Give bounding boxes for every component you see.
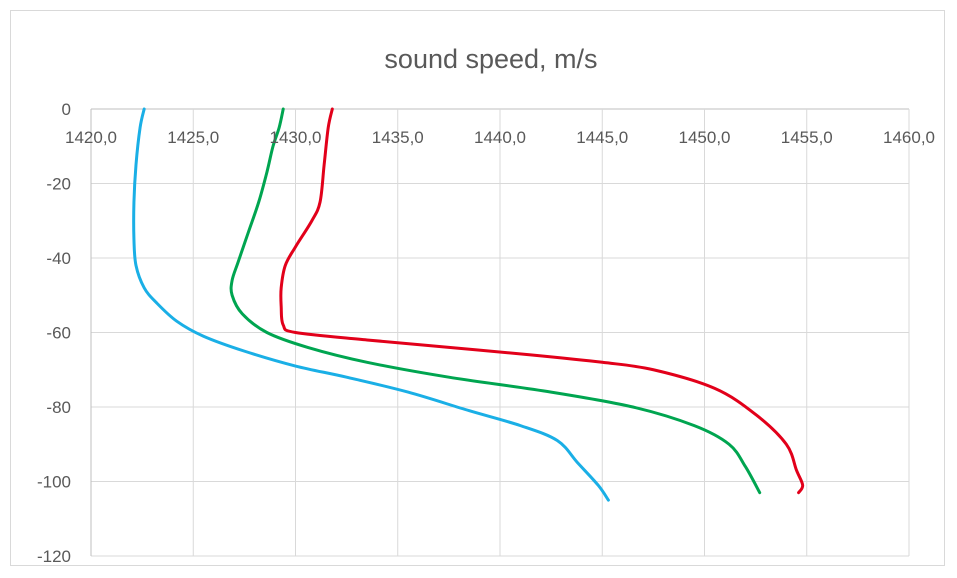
chart-title: sound speed, m/s (384, 44, 597, 74)
y-tick-label: -60 (46, 324, 71, 343)
x-tick-label: 1425,0 (167, 128, 219, 147)
grid-layer (90, 108, 910, 557)
series-layer (132, 107, 805, 502)
y-tick-label: -120 (37, 547, 71, 566)
series-line-1 (132, 107, 610, 502)
label-layer: 0 -20 -40 -60 -80 -100 -120 1420,0 1425,0 1430,0 1… (37, 100, 935, 566)
x-tick-label: 1440,0 (474, 128, 526, 147)
y-tick-label: -100 (37, 473, 71, 492)
series-line-2 (229, 107, 762, 495)
y-tick-label: -20 (46, 175, 71, 194)
x-tick-label: 1435,0 (372, 128, 424, 147)
y-tick-label: -80 (46, 398, 71, 417)
series-line-3 (279, 107, 805, 495)
x-tick-label: 1460,0 (883, 128, 935, 147)
x-tick-label: 1420,0 (65, 128, 117, 147)
x-tick-label: 1430,0 (270, 128, 322, 147)
x-tick-label: 1445,0 (576, 128, 628, 147)
x-tick-label: 1455,0 (781, 128, 833, 147)
y-tick-label: -40 (46, 249, 71, 268)
x-tick-label: 1450,0 (679, 128, 731, 147)
chart-frame: sound speed, m/s 0 -20 -40 -60 -80 -100 -120 14… (10, 10, 945, 566)
y-tick-label: 0 (62, 100, 71, 119)
chart-svg: sound speed, m/s 0 -20 -40 -60 -80 -100 -120 14… (37, 44, 935, 566)
